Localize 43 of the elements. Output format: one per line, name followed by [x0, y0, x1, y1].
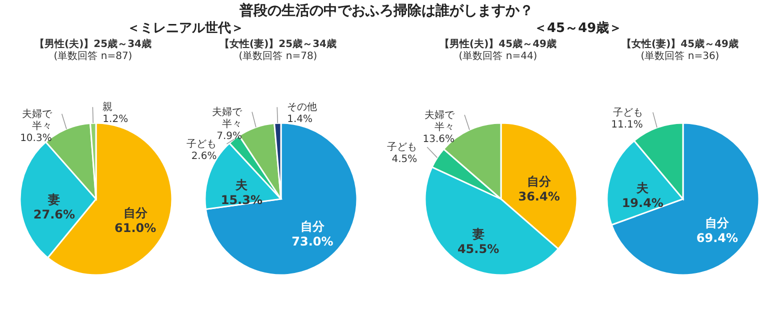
data-label: 15.3%	[220, 192, 262, 207]
chart-subtitle: (単数回答 n=36)	[640, 50, 720, 62]
data-label: 36.4%	[518, 190, 560, 204]
data-label: 4.5%	[392, 154, 418, 166]
chart-title: 【男性(夫)】25歳～34歳	[34, 38, 152, 50]
slice-label: 自分	[123, 206, 148, 220]
data-label: 2.6%	[191, 150, 217, 162]
slice-label: 子ども	[612, 107, 643, 118]
data-label: 45.5%	[457, 242, 500, 256]
data-label: 10.3%	[20, 132, 52, 144]
data-label: 7.9%	[216, 130, 242, 142]
slice-label: 妻	[471, 227, 484, 242]
text: 普段の生活の中でおふろ掃除は誰がしますか？	[238, 2, 534, 19]
data-label: 73.0%	[292, 234, 334, 248]
data-label: 13.6%	[422, 134, 455, 145]
slice-label: 夫婦で半々	[212, 106, 244, 130]
slice-label: 子ども	[387, 142, 418, 154]
slice-label: 夫	[636, 181, 650, 196]
text: ＜ミレニアル世代＞	[127, 21, 244, 36]
data-label: 19.4%	[622, 196, 664, 210]
slice-label: 夫婦で半々	[424, 108, 456, 133]
slice-label: 自分	[527, 174, 552, 189]
data-label: 69.4%	[696, 231, 738, 245]
chart-title: 【男性(夫)】45歳～49歳	[440, 38, 556, 50]
data-label: 61.0%	[114, 221, 156, 236]
data-label: 1.2%	[102, 114, 128, 126]
data-label: 27.6%	[33, 208, 76, 222]
slice-label: その他	[287, 101, 318, 114]
chart-subtitle: (単数回答 n=87)	[54, 50, 132, 62]
slice-label: 親	[102, 101, 113, 114]
chart-subtitle: (単数回答 n=78)	[238, 50, 318, 62]
slice-label: 自分	[300, 220, 326, 234]
text: ＜45～49歳＞	[534, 21, 622, 36]
data-label: 11.1%	[611, 119, 643, 130]
slice-label: 夫婦で半々	[22, 108, 53, 132]
chart-title: 【女性(妻)】45歳～49歳	[622, 38, 738, 50]
slice-label: 夫	[234, 178, 249, 192]
slice-label: 妻	[47, 192, 60, 207]
slice-label: 自分	[705, 216, 730, 230]
chart-subtitle: (単数回答 n=44)	[458, 50, 538, 62]
slice-label: 子ども	[186, 138, 217, 150]
data-label: 1.4%	[287, 114, 313, 126]
chart-title: 【女性(妻)】25歳～34歳	[220, 38, 336, 50]
